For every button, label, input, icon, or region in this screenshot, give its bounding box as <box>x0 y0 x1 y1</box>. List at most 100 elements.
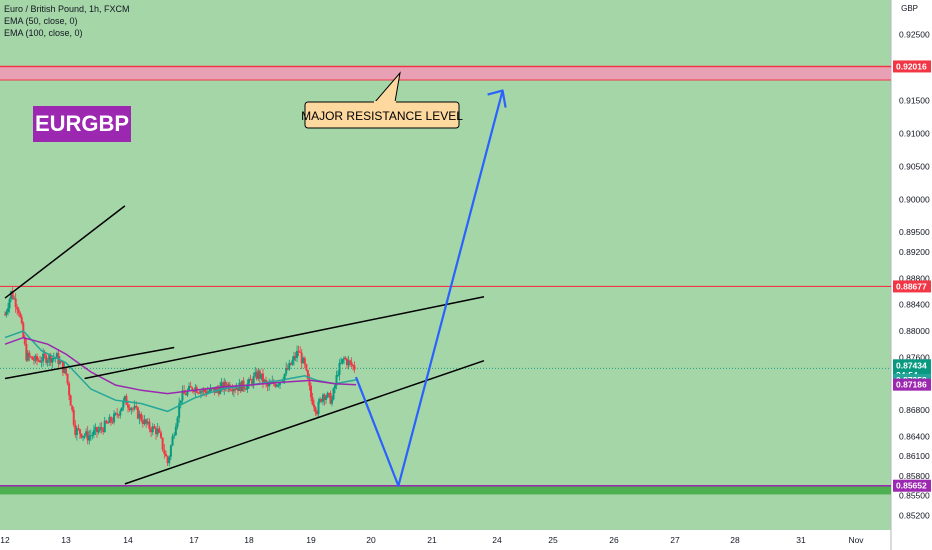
candle-body <box>160 432 162 438</box>
candle-body <box>305 364 308 371</box>
candle-body <box>208 391 211 393</box>
candle-body <box>346 359 348 366</box>
y-tick-label: 0.89200 <box>899 247 930 257</box>
candle-body <box>125 395 128 405</box>
candle-body <box>245 388 248 390</box>
candle-body <box>251 380 254 385</box>
candle-body <box>74 424 77 436</box>
candle-body <box>283 373 286 381</box>
candle-body <box>198 392 201 394</box>
candle-body <box>334 385 336 389</box>
candle-body <box>10 291 13 300</box>
candle-body <box>300 352 303 364</box>
candle-body <box>128 407 131 411</box>
candle-body <box>48 354 51 361</box>
candle-body <box>317 401 320 415</box>
candle-body <box>263 379 266 383</box>
candle-body <box>338 363 341 375</box>
candle-body <box>352 365 354 367</box>
candle-body <box>178 403 181 418</box>
candle-body <box>173 435 176 437</box>
annotation-text: MAJOR RESISTANCE LEVEL <box>301 109 463 123</box>
x-tick-label: 26 <box>609 535 619 545</box>
candle-body <box>297 350 300 352</box>
candle-body <box>89 435 92 437</box>
candle-body <box>156 428 159 435</box>
x-tick-label: 31 <box>796 535 806 545</box>
price-label-last: 0.87434 <box>896 360 927 370</box>
candle-body <box>96 427 98 433</box>
candle-body <box>31 356 34 360</box>
candle-body <box>106 422 109 424</box>
y-tick-label: 0.86100 <box>899 451 930 461</box>
candle-body <box>26 352 29 361</box>
candle-body <box>279 382 281 385</box>
y-tick-label: 0.87600 <box>899 352 930 362</box>
candle-body <box>63 367 66 373</box>
candle-body <box>254 372 257 377</box>
candle-body <box>78 429 81 434</box>
candle-body <box>65 367 67 374</box>
candle-body <box>146 421 149 424</box>
candle-body <box>127 404 129 408</box>
candle-body <box>52 357 55 359</box>
x-tick-label: 12 <box>0 535 10 545</box>
candle-body <box>248 378 250 384</box>
candle-body <box>205 392 208 395</box>
candle-body <box>135 406 138 408</box>
x-tick-label: 25 <box>548 535 558 545</box>
x-tick-label: 24 <box>492 535 502 545</box>
candle-body <box>166 456 169 464</box>
candle-body <box>42 353 45 362</box>
candle-body <box>174 426 177 436</box>
candle-body <box>136 407 139 419</box>
candle-body <box>275 384 278 387</box>
candle-body <box>4 314 6 316</box>
ema100-line <box>4 336 357 395</box>
candle-body <box>117 414 120 416</box>
candle-body <box>58 361 61 364</box>
candle-body <box>316 412 318 415</box>
price-label-support-bg <box>893 479 931 492</box>
candle-body <box>37 360 40 362</box>
y-tick-label: 0.90500 <box>899 161 930 171</box>
currency-label: GBP <box>901 4 918 13</box>
symbol-line: Euro / British Pound, 1h, FXCM <box>4 4 130 14</box>
resistance-zone <box>0 66 891 81</box>
candle-body <box>237 387 239 391</box>
candle-body <box>23 337 26 344</box>
y-tick-label: 0.86400 <box>899 431 930 441</box>
x-tick-label: 20 <box>366 535 376 545</box>
candle-body <box>350 361 353 366</box>
candle-body <box>99 427 102 431</box>
candle-body <box>171 436 174 446</box>
candle-body <box>217 389 220 395</box>
candle-body <box>319 399 321 402</box>
x-tick-label: 21 <box>427 535 437 545</box>
candle-body <box>22 323 25 338</box>
trendline-4 <box>124 359 485 485</box>
projection-arrowhead <box>487 89 507 108</box>
candle-body <box>55 353 58 358</box>
candle-body <box>243 388 246 390</box>
candle-body <box>188 386 191 391</box>
x-tick-label: 14 <box>123 535 133 545</box>
candle-body <box>148 421 151 430</box>
candle-body <box>313 404 315 408</box>
candle-body <box>102 429 105 432</box>
candle-body <box>353 365 356 370</box>
candle-body <box>39 360 42 363</box>
y-tick-label: 0.91500 <box>899 95 930 105</box>
y-tick-label: 0.88000 <box>899 326 930 336</box>
x-tick-label: 13 <box>61 535 71 545</box>
candle-body <box>77 428 80 430</box>
candle-body <box>223 382 226 390</box>
candle-body <box>120 407 123 412</box>
x-tick-label: 27 <box>670 535 680 545</box>
candle-body <box>140 413 143 421</box>
candle-body <box>197 392 200 394</box>
candle-body <box>17 309 20 314</box>
candle-body <box>326 392 329 398</box>
